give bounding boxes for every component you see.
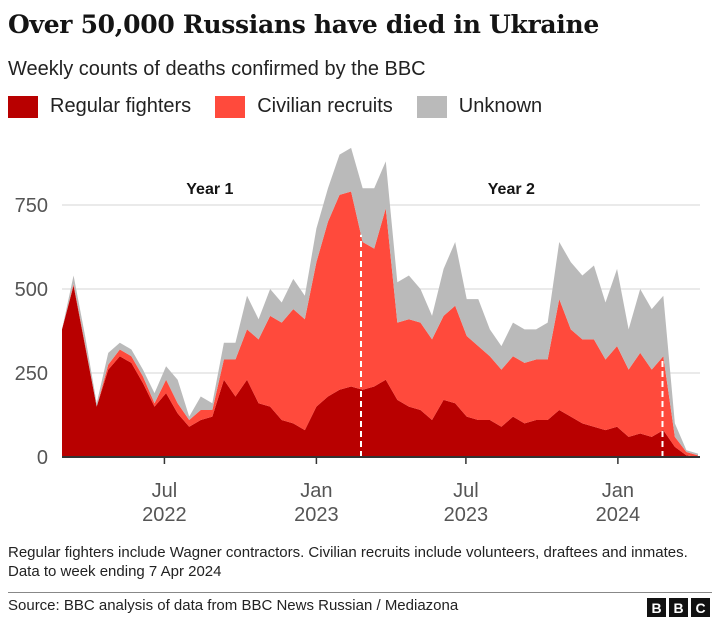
x-tick-label-year: 2023 bbox=[294, 504, 339, 526]
source: Source: BBC analysis of data from BBC Ne… bbox=[8, 597, 459, 614]
logo-letter: B bbox=[647, 598, 666, 617]
legend: Regular fighters Civilian recruits Unkno… bbox=[8, 95, 566, 118]
x-tick-label-year: 2023 bbox=[444, 504, 489, 526]
x-tick-label-month: Jul bbox=[152, 480, 178, 502]
chart-subtitle: Weekly counts of deaths confirmed by the… bbox=[8, 58, 426, 80]
bbc-logo: B B C bbox=[647, 598, 710, 617]
x-tick-label-year: 2022 bbox=[142, 504, 187, 526]
legend-item-regular: Regular fighters bbox=[8, 95, 191, 118]
legend-swatch-regular bbox=[8, 95, 38, 118]
legend-label: Civilian recruits bbox=[257, 95, 393, 117]
x-tick-label-year: 2024 bbox=[596, 504, 641, 526]
y-tick-label: 500 bbox=[15, 279, 48, 301]
area-civilian-recruits bbox=[62, 191, 698, 457]
divider bbox=[8, 592, 712, 593]
y-tick-label: 750 bbox=[15, 195, 48, 217]
y-tick-label: 0 bbox=[37, 447, 48, 469]
annotation-label: Year 2 bbox=[488, 181, 535, 198]
logo-letter: C bbox=[691, 598, 710, 617]
annotation-label: Year 1 bbox=[186, 181, 233, 198]
legend-item-civilian: Civilian recruits bbox=[215, 95, 393, 118]
logo-letter: B bbox=[669, 598, 688, 617]
y-tick-label: 250 bbox=[15, 363, 48, 385]
legend-label: Regular fighters bbox=[50, 95, 192, 117]
footnote: Regular fighters include Wagner contract… bbox=[8, 544, 688, 580]
x-tick-label-month: Jan bbox=[602, 480, 634, 502]
legend-swatch-unknown bbox=[416, 95, 447, 118]
x-tick-label-month: Jul bbox=[453, 480, 479, 502]
x-tick-label-month: Jan bbox=[300, 480, 332, 502]
area-regular-fighters bbox=[62, 285, 698, 457]
chart-title: Over 50,000 Russians have died in Ukrain… bbox=[8, 10, 599, 39]
legend-swatch-civilian bbox=[215, 95, 246, 118]
area-unknown bbox=[62, 147, 698, 456]
legend-label: Unknown bbox=[458, 95, 543, 117]
legend-item-unknown: Unknown bbox=[416, 95, 543, 118]
